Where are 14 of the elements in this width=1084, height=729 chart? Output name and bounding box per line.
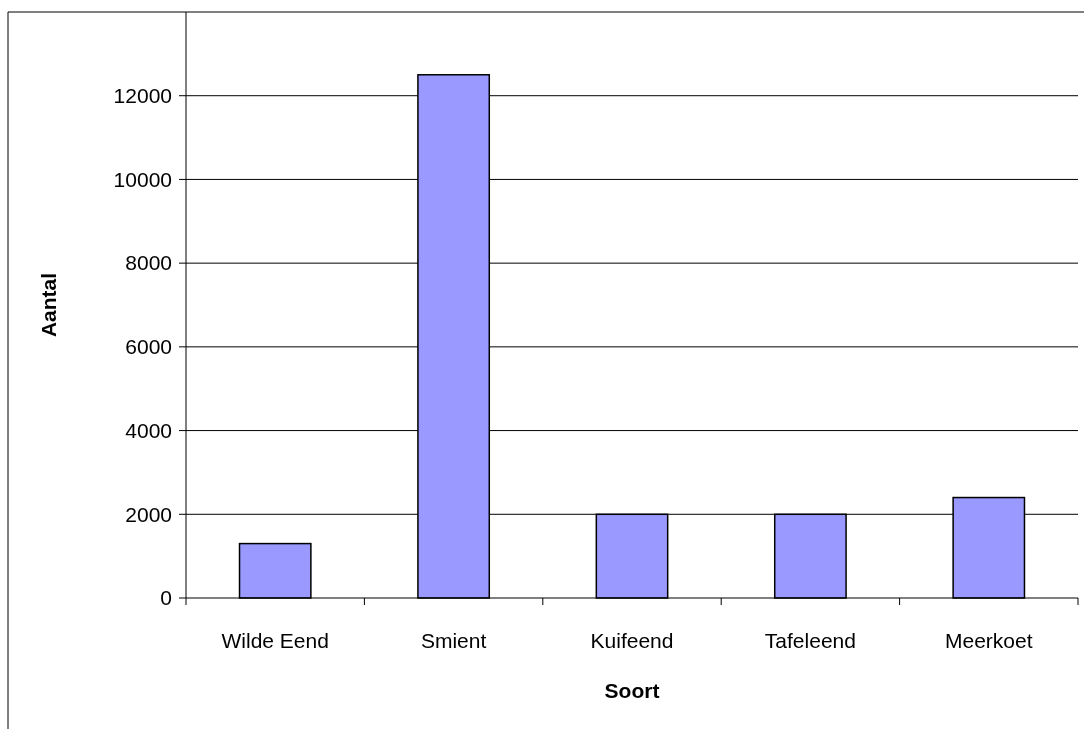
y-tick-label: 12000 xyxy=(113,84,172,108)
y-tick-label: 10000 xyxy=(113,167,172,191)
y-axis-title: Aantal xyxy=(37,272,60,338)
y-tick-label: 6000 xyxy=(125,335,172,359)
y-tick-label: 8000 xyxy=(125,251,172,275)
y-tick-label: 2000 xyxy=(125,502,172,526)
y-tick-label: 4000 xyxy=(125,418,172,442)
x-tick-label: Wilde Eend xyxy=(221,629,329,652)
x-tick-label: Smient xyxy=(420,629,487,652)
x-tick-label: Kuifeend xyxy=(590,629,674,652)
x-tick-label: Tafeleend xyxy=(764,629,856,652)
x-tick-label: Meerkoet xyxy=(945,629,1033,652)
y-tick-label: 0 xyxy=(160,586,172,610)
x-axis-title: Soort xyxy=(604,679,660,702)
